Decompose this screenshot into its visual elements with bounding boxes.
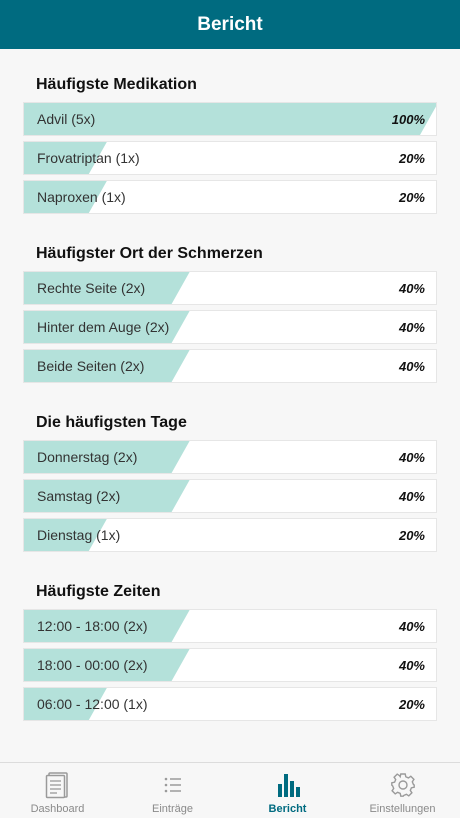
row-percent: 20% [398,696,425,712]
bar-fill [24,272,190,304]
row-label: 12:00 - 18:00 (2x) [37,618,148,634]
bar-chart-icon [277,774,300,797]
section-title-times: Häufigste Zeiten [36,583,161,600]
row-percent: 20% [398,189,425,205]
row-label: 18:00 - 00:00 (2x) [37,657,148,673]
row-label: Rechte Seite (2x) [37,280,146,296]
row-percent: 40% [398,449,425,465]
report-row: Naproxen (1x) 20% [23,180,437,214]
gear-icon [390,773,415,797]
bar-fill [24,350,190,382]
tab-label: Einträge [152,803,193,815]
row-percent: 20% [398,527,425,543]
report-row: Hinter dem Auge (2x) 40% [23,310,437,344]
row-label: Beide Seiten (2x) [37,358,145,374]
bar-fill [24,610,190,642]
row-percent: 40% [398,358,425,374]
row-percent: 20% [398,150,425,166]
row-percent: 40% [398,657,425,673]
row-label: Frovatriptan (1x) [37,150,140,166]
row-label: 06:00 - 12:00 (1x) [37,696,148,712]
list-icon [164,777,181,793]
section-title-medication: Häufigste Medikation [36,76,197,93]
row-percent: 40% [398,319,425,335]
tab-label: Bericht [268,803,307,815]
report-content[interactable]: Häufigste Medikation Advil (5x) 100% Fro… [0,49,460,762]
tab-report[interactable]: Bericht [230,763,345,818]
row-label: Hinter dem Auge (2x) [37,319,170,335]
bar-fill [24,480,190,512]
bar-fill [24,441,190,473]
tab-dashboard[interactable]: Dashboard [0,763,115,818]
row-label: Donnerstag (2x) [37,449,138,465]
report-row: Donnerstag (2x) 40% [23,440,437,474]
report-row: Samstag (2x) 40% [23,479,437,513]
app-header: Bericht [0,0,460,49]
report-row: Beide Seiten (2x) 40% [23,349,437,383]
report-row: Frovatriptan (1x) 20% [23,141,437,175]
section-title-pain-location: Häufigster Ort der Schmerzen [36,245,263,262]
bottom-tab-bar: Dashboard Einträge Bericht Einstellung [0,762,460,818]
section-title-days: Die häufigsten Tage [36,414,187,431]
report-row: 18:00 - 00:00 (2x) 40% [23,648,437,682]
row-label: Naproxen (1x) [37,189,126,205]
row-label: Samstag (2x) [37,488,121,504]
bar-fill [24,311,190,343]
tab-settings[interactable]: Einstellungen [345,763,460,818]
report-row: 06:00 - 12:00 (1x) 20% [23,687,437,721]
tab-label: Dashboard [30,803,85,815]
row-label: Advil (5x) [37,111,96,127]
row-percent: 40% [398,280,425,296]
page-title: Bericht [197,13,263,35]
row-percent: 100% [391,111,425,127]
dashboard-icon [45,772,68,799]
report-row: Dienstag (1x) 20% [23,518,437,552]
row-percent: 40% [398,618,425,634]
row-label: Dienstag (1x) [37,527,121,543]
report-row: Advil (5x) 100% [23,102,437,136]
bar-fill [24,103,437,135]
report-row: Rechte Seite (2x) 40% [23,271,437,305]
tab-label: Einstellungen [369,803,436,815]
row-percent: 40% [398,488,425,504]
bar-fill [24,649,190,681]
tab-entries[interactable]: Einträge [115,763,230,818]
report-row: 12:00 - 18:00 (2x) 40% [23,609,437,643]
